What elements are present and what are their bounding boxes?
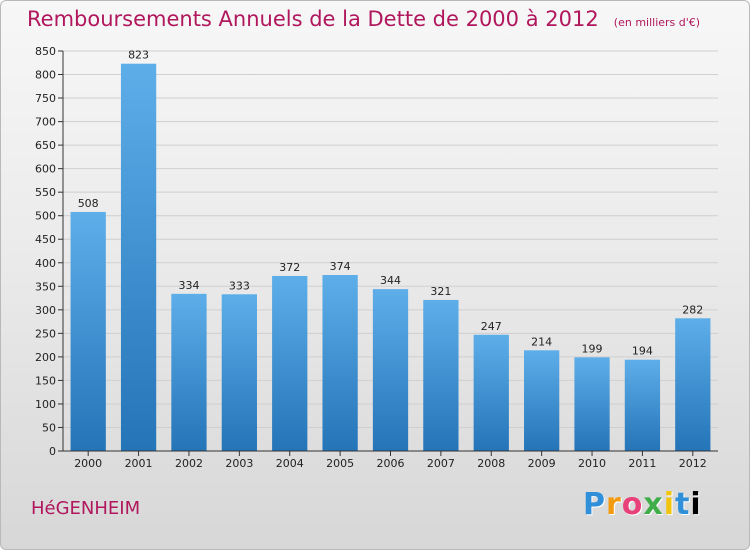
data-label: 194: [632, 345, 653, 358]
bar: [423, 299, 459, 451]
x-tick-label: 2009: [528, 457, 556, 470]
y-tick-label: 800: [35, 69, 56, 82]
logo-letter: i: [663, 487, 676, 522]
data-label: 334: [178, 279, 199, 292]
bar: [372, 289, 409, 451]
data-label: 333: [229, 279, 250, 292]
data-label: 374: [330, 260, 351, 273]
x-tick-label: 2000: [74, 457, 102, 470]
y-tick-label: 350: [35, 280, 56, 293]
x-tick-label: 2007: [427, 457, 455, 470]
bar: [120, 63, 157, 452]
bar: [473, 334, 509, 451]
bar: [70, 211, 106, 451]
proxiti-logo: Proxiti: [583, 487, 702, 522]
axis-layer: 0 50 100 150 200 250 300 350 400 450 500 550 600 650 7…: [35, 45, 718, 470]
y-tick-label: 650: [35, 139, 56, 152]
title-row: Remboursements Annuels de la Dette de 20…: [27, 7, 700, 31]
y-tick-label: 0: [49, 445, 56, 458]
x-tick-label: 2010: [578, 457, 606, 470]
x-tick-label: 2011: [628, 457, 656, 470]
data-label: 344: [380, 274, 401, 287]
logo-letter: t: [675, 487, 691, 522]
bar: [322, 275, 358, 451]
chart-unit: (en milliers d'€): [613, 16, 701, 29]
x-tick-label: 2004: [276, 457, 304, 470]
y-tick-label: 200: [35, 351, 56, 364]
commune-name: HéGENHEIM: [31, 498, 141, 519]
data-label: 372: [279, 261, 300, 274]
logo-letter: x: [643, 487, 664, 522]
y-tick-label: 500: [35, 210, 56, 223]
data-label: 823: [128, 49, 149, 62]
x-tick-label: 2005: [326, 457, 354, 470]
data-label: 508: [78, 197, 99, 210]
y-tick-label: 300: [35, 304, 56, 317]
y-tick-label: 700: [35, 116, 56, 129]
x-tick-label: 2002: [175, 457, 203, 470]
x-tick-label: 2003: [225, 457, 253, 470]
bar: [675, 318, 711, 451]
y-tick-label: 750: [35, 92, 56, 105]
y-tick-label: 250: [35, 327, 56, 340]
y-tick-label: 150: [35, 374, 56, 387]
data-label: 282: [682, 303, 703, 316]
y-tick-label: 400: [35, 257, 56, 270]
logo-letter: r: [606, 487, 622, 522]
data-label: 321: [430, 285, 451, 298]
x-tick-label: 2006: [377, 457, 405, 470]
chart-title: Remboursements Annuels de la Dette de 20…: [27, 7, 599, 31]
logo-letter: i: [690, 487, 702, 522]
bar: [624, 359, 661, 451]
bar: [524, 350, 560, 451]
y-tick-label: 450: [35, 233, 56, 246]
bar: [171, 293, 207, 451]
y-tick-label: 100: [35, 398, 56, 411]
data-label: 199: [582, 342, 603, 355]
bar: [574, 357, 610, 451]
x-tick-label: 2008: [477, 457, 505, 470]
bar: [221, 294, 257, 451]
y-tick-label: 850: [35, 45, 56, 58]
logo-letter: P: [583, 487, 606, 522]
x-tick-label: 2012: [679, 457, 707, 470]
y-tick-label: 50: [42, 421, 56, 434]
y-tick-label: 600: [35, 163, 56, 176]
logo-letter: o: [621, 487, 644, 522]
bar-layer: 508 823 334 333 372 374 344 321 247 214 199 194 282: [70, 49, 711, 452]
y-tick-label: 550: [35, 186, 56, 199]
data-label: 214: [531, 335, 552, 348]
x-tick-label: 2001: [125, 457, 153, 470]
data-label: 247: [481, 320, 502, 333]
bar: [272, 275, 308, 451]
